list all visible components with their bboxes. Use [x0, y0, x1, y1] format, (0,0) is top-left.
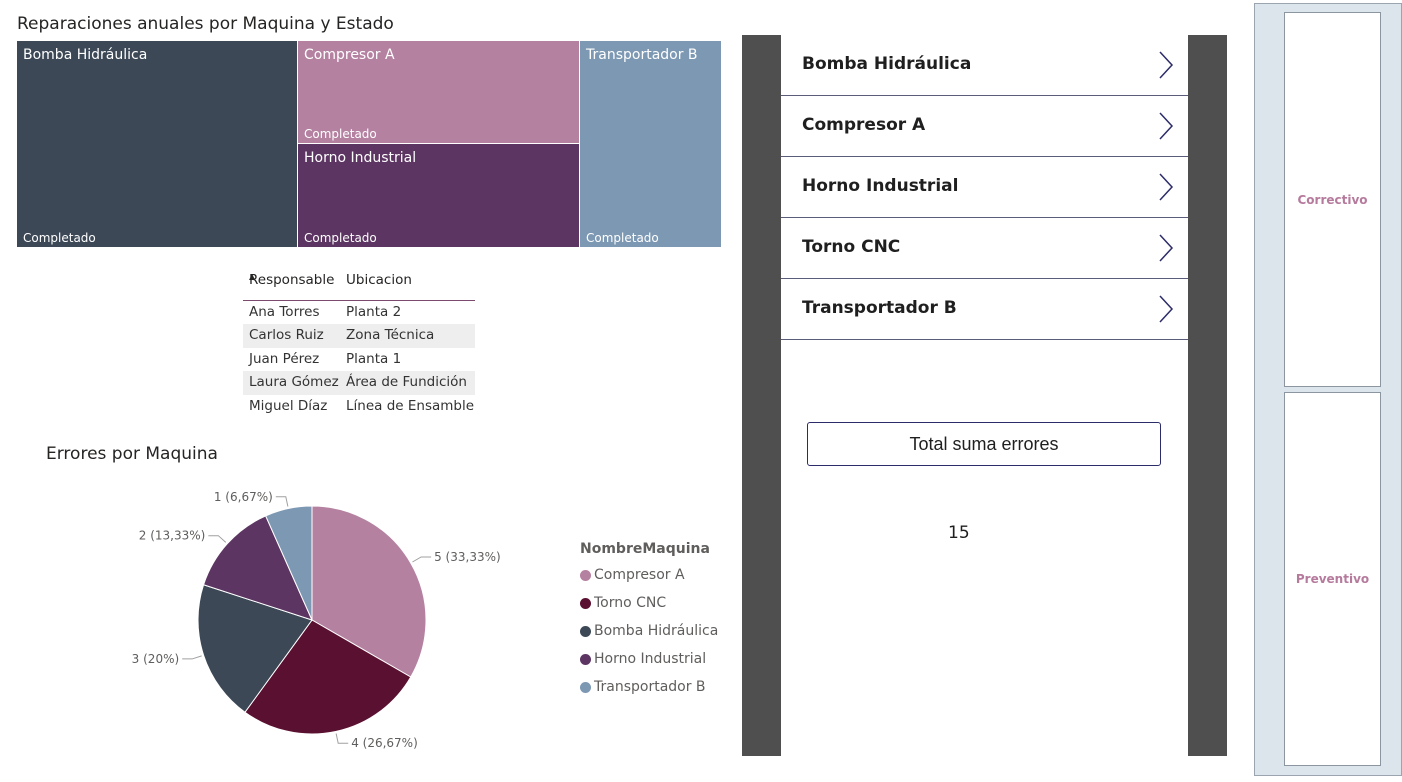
- table-row: Juan Pérez Planta 1: [243, 348, 475, 371]
- legend-label: Compresor A: [594, 567, 685, 583]
- pie-slice-transportador-b[interactable]: [264, 505, 313, 621]
- pie-data-label: 1 (6,67%): [214, 490, 273, 504]
- table-row: Miguel Díaz Línea de Ensamble: [243, 395, 475, 418]
- chevron-right-icon[interactable]: [1158, 111, 1174, 141]
- table-row: Ana Torres Planta 2: [243, 301, 475, 324]
- machine-gallery: Bomba Hidráulica Compresor A Horno Indus…: [781, 35, 1188, 340]
- gallery-item-label: Torno CNC: [802, 237, 901, 257]
- pie-slice-torno-cnc[interactable]: [244, 619, 412, 735]
- total-errors-value: 15: [948, 523, 970, 543]
- pie-leader-line: [182, 655, 202, 660]
- pie-chart-title: Errores por Maquina: [46, 444, 218, 464]
- gallery-item-label: Compresor A: [802, 115, 926, 135]
- gallery-item[interactable]: Horno Industrial: [781, 157, 1188, 218]
- table-cell: Zona Técnica: [346, 327, 435, 344]
- chevron-right-icon[interactable]: [1158, 172, 1174, 202]
- gallery-item-label: Transportador B: [802, 298, 957, 318]
- legend-item[interactable]: Transportador B: [580, 673, 718, 701]
- legend-label: Bomba Hidráulica: [594, 623, 719, 639]
- treemap-cell-bomba[interactable]: Bomba Hidráulica Completado: [17, 41, 297, 247]
- treemap-cell-compresor[interactable]: Compresor A Completado: [298, 41, 579, 143]
- pie-legend: NombreMaquina Compresor A Torno CNC Bomb…: [580, 541, 718, 701]
- legend-dot-icon: [580, 625, 591, 637]
- gallery-left-bar: [742, 35, 781, 756]
- table-cell: Planta 1: [346, 350, 402, 367]
- legend-dot-icon: [580, 597, 591, 609]
- pie-slice-bomba-hidr-ulica[interactable]: [197, 584, 313, 713]
- treemap-title: Reparaciones anuales por Maquina y Estad…: [17, 14, 394, 34]
- gallery-item-label: Horno Industrial: [802, 176, 959, 196]
- column-header-ubicacion[interactable]: Ubicacion: [346, 272, 412, 288]
- table-header: Responsable Ubicacion ▲: [243, 268, 475, 301]
- pie-leader-line: [412, 556, 432, 563]
- pie-chart: 5 (33,33%) 4 (26,67%) 3 (20%) 2 (13,33%) 1 (…: [132, 490, 501, 750]
- treemap-cell-status: Completado: [304, 127, 377, 141]
- table-row: Carlos Ruiz Zona Técnica: [243, 324, 475, 348]
- pie-leader-line: [208, 535, 227, 543]
- legend-label: Torno CNC: [594, 595, 667, 611]
- correctivo-button[interactable]: Correctivo: [1284, 12, 1381, 387]
- gallery-item-label: Bomba Hidráulica: [802, 54, 972, 74]
- pie-leader-line: [275, 496, 289, 507]
- legend-item[interactable]: Torno CNC: [580, 589, 718, 617]
- chevron-right-icon[interactable]: [1158, 233, 1174, 263]
- pie-data-label: 3 (20%): [132, 652, 179, 666]
- column-header-responsable[interactable]: Responsable: [249, 272, 335, 288]
- treemap-cell-status: Completado: [586, 231, 659, 245]
- table-cell: Juan Pérez: [249, 350, 320, 367]
- treemap-cell-label: Compresor A: [304, 47, 395, 63]
- legend-label: Horno Industrial: [594, 651, 707, 667]
- legend-item[interactable]: Compresor A: [580, 561, 718, 589]
- treemap-cell-transportador[interactable]: Transportador B Completado: [580, 41, 721, 247]
- legend-title: NombreMaquina: [580, 541, 710, 557]
- table-cell: Área de Fundición: [346, 374, 467, 391]
- treemap-cell-label: Transportador B: [586, 47, 698, 63]
- table-cell: Miguel Díaz: [249, 397, 328, 414]
- legend-dot-icon: [580, 569, 591, 581]
- chevron-right-icon[interactable]: [1158, 294, 1174, 324]
- table-cell: Ana Torres: [249, 304, 320, 320]
- pie-slice-compresor-a[interactable]: [311, 505, 427, 678]
- gallery-right-bar: [1188, 35, 1227, 756]
- pie-data-label: 4 (26,67%): [351, 736, 418, 750]
- chevron-right-icon[interactable]: [1158, 50, 1174, 80]
- responsables-table: Responsable Ubicacion ▲ Ana Torres Plant…: [243, 268, 475, 418]
- gallery-item[interactable]: Torno CNC: [781, 218, 1188, 279]
- total-errors-button[interactable]: Total suma errores: [807, 422, 1161, 466]
- table-cell: Planta 2: [346, 304, 402, 320]
- table-cell: Laura Gómez: [249, 374, 339, 391]
- legend-dot-icon: [580, 653, 591, 665]
- treemap-cell-label: Horno Industrial: [304, 150, 417, 166]
- maintenance-type-panel: Correctivo Preventivo: [1254, 3, 1402, 776]
- gallery-item[interactable]: Transportador B: [781, 279, 1188, 340]
- legend-dot-icon: [580, 681, 591, 693]
- table-cell: Carlos Ruiz: [249, 327, 324, 344]
- legend-item[interactable]: Horno Industrial: [580, 645, 718, 673]
- treemap-cell-status: Completado: [23, 231, 96, 245]
- pie-slice-horno-industrial[interactable]: [202, 515, 313, 621]
- table-row: Laura Gómez Área de Fundición: [243, 371, 475, 395]
- sort-ascending-icon: ▲: [249, 272, 256, 281]
- treemap-cell-label: Bomba Hidráulica: [23, 47, 148, 63]
- pie-data-label: 5 (33,33%): [434, 550, 501, 564]
- treemap-cell-status: Completado: [304, 231, 377, 245]
- treemap-cell-horno[interactable]: Horno Industrial Completado: [298, 144, 579, 247]
- pie-data-label: 2 (13,33%): [139, 529, 206, 543]
- legend-item[interactable]: Bomba Hidráulica: [580, 617, 718, 645]
- legend-label: Transportador B: [594, 679, 706, 695]
- preventivo-button[interactable]: Preventivo: [1284, 392, 1381, 766]
- table-cell: Línea de Ensamble: [346, 397, 475, 414]
- gallery-item[interactable]: Compresor A: [781, 96, 1188, 157]
- treemap: Bomba Hidráulica Completado Compresor A …: [17, 41, 721, 247]
- pie-leader-line: [335, 733, 349, 744]
- gallery-item[interactable]: Bomba Hidráulica: [781, 35, 1188, 96]
